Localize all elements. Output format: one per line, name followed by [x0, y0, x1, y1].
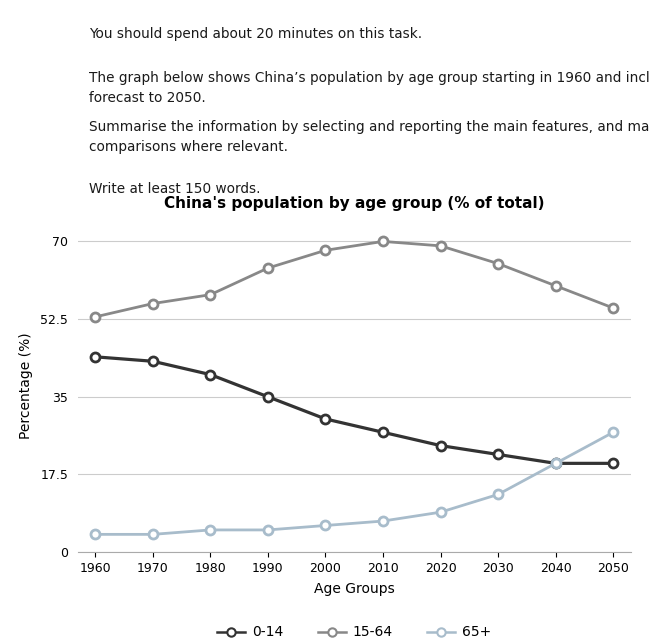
Text: You should spend about 20 minutes on this task.: You should spend about 20 minutes on thi…: [89, 28, 422, 41]
Title: China's population by age group (% of total): China's population by age group (% of to…: [164, 196, 545, 211]
Text: The graph below shows China’s population by age group starting in 1960 and inclu: The graph below shows China’s population…: [89, 71, 650, 105]
Text: Summarise the information by selecting and reporting the main features, and make: Summarise the information by selecting a…: [89, 120, 650, 154]
Legend: 0-14, 15-64, 65+: 0-14, 15-64, 65+: [212, 620, 497, 642]
Y-axis label: Percentage (%): Percentage (%): [20, 333, 33, 439]
X-axis label: Age Groups: Age Groups: [314, 582, 395, 596]
Text: Write at least 150 words.: Write at least 150 words.: [89, 182, 261, 196]
